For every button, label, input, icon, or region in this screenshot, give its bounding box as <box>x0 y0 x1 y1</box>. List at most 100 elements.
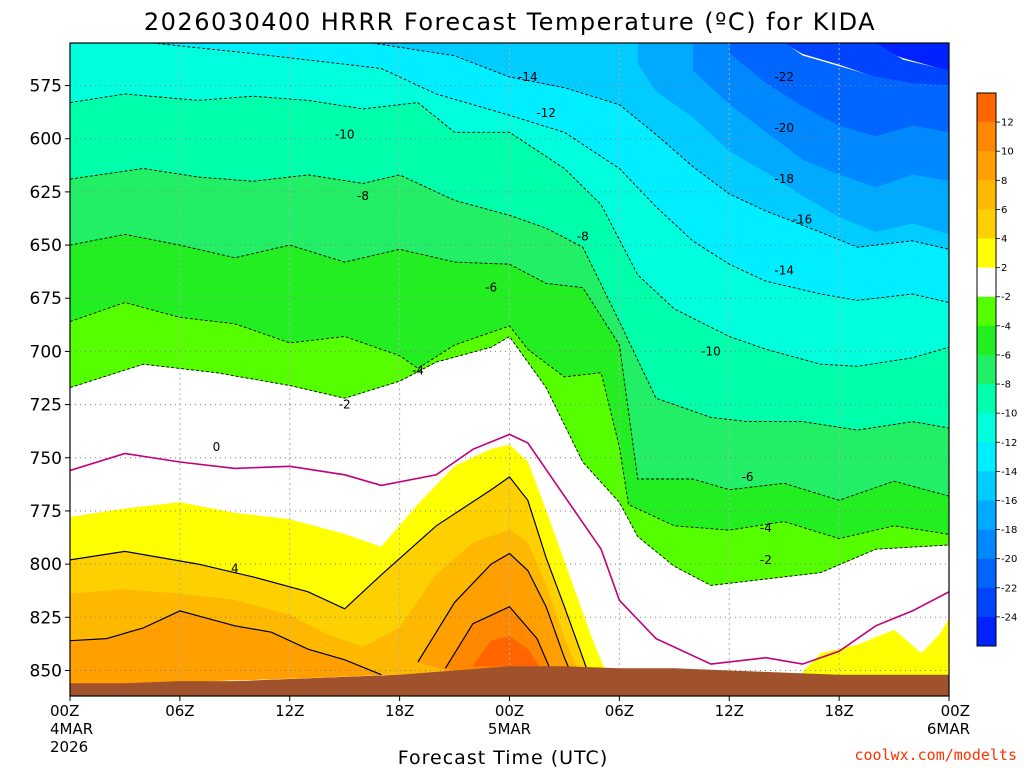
grid-lines <box>70 43 949 696</box>
isotherm--2-6 <box>70 335 949 586</box>
x-tick-6: 06Z <box>165 702 194 720</box>
isotherm--12-1 <box>152 43 949 303</box>
contour-label-0: -22 <box>774 70 794 84</box>
colorbar-tick-3: 6 <box>1001 205 1007 216</box>
colorbar-tick-15: -20 <box>1001 554 1017 565</box>
contour-label-5: -14 <box>518 70 538 84</box>
isotherm--6-4 <box>70 233 949 501</box>
y-tick-725: 725 <box>30 396 62 416</box>
colorbar-tick-10: -10 <box>1001 409 1017 420</box>
colorbar-tick-8: -6 <box>1001 350 1011 361</box>
colorbar-tick-16: -22 <box>1001 583 1017 594</box>
x-tick-date-24: 5MAR <box>488 720 531 738</box>
colorbar-bin--26-to--24 <box>977 616 996 647</box>
chart-title: 2026030400 HRRR Forecast Temperature (ºC… <box>144 8 876 36</box>
contour-labels: -22-20-18-16-14-14-12-10-10-8-8-6-6-4-4-… <box>213 70 813 575</box>
contour-label-16: -2 <box>760 553 772 567</box>
colorbar-tick-12: -14 <box>1001 467 1017 478</box>
colorbar-bin--18-to--16 <box>977 500 996 530</box>
colorbar-bin--20-to--18 <box>977 529 996 559</box>
contour-label-18: 4 <box>231 561 239 575</box>
x-tick-date-48: 6MAR <box>927 720 970 738</box>
contour-label-14: -4 <box>760 521 772 535</box>
colorbar-bin--24-to--22 <box>977 587 996 618</box>
contour-label-2: -18 <box>774 172 794 186</box>
contour-label-17: 0 <box>213 440 221 454</box>
isotherm-contours <box>70 43 949 680</box>
isotherm--14-0 <box>372 43 949 250</box>
x-tick-48: 00Z <box>941 702 970 720</box>
x-tick-year-0: 2026 <box>50 738 88 756</box>
contour-label-13: -4 <box>412 364 424 378</box>
colorbar-tick-5: 2 <box>1001 263 1007 274</box>
x-tick-12: 12Z <box>275 702 304 720</box>
isotherm-10-11 <box>444 605 551 669</box>
x-tick-30: 06Z <box>605 702 634 720</box>
colorbar-tick-2: 8 <box>1001 176 1007 187</box>
y-tick-850: 850 <box>30 661 62 681</box>
x-tick-date-0: 4MAR <box>50 720 93 738</box>
contour-label-12: -6 <box>742 470 754 484</box>
colorbar-tick-6: -2 <box>1001 292 1011 303</box>
y-tick-575: 575 <box>30 77 62 97</box>
contour-label-7: -10 <box>335 127 355 141</box>
y-tick-800: 800 <box>30 555 62 575</box>
colorbar-bin--10-to--8 <box>977 384 996 414</box>
x-tick-24: 00Z <box>495 702 524 720</box>
colorbar-bin--22-to--20 <box>977 558 996 589</box>
contour-label-6: -12 <box>536 106 556 120</box>
x-axis-title: Forecast Time (UTC) <box>398 747 608 768</box>
isotherm-4-8 <box>70 476 591 680</box>
colorbar-bin-12-to-14 <box>977 93 996 123</box>
plot-area: -22-20-18-16-14-14-12-10-10-8-8-6-6-4-4-… <box>70 43 949 696</box>
contour-label-8: -10 <box>701 344 721 358</box>
y-tick-625: 625 <box>30 183 62 203</box>
colorbar-tick-4: 4 <box>1001 234 1007 245</box>
y-tick-825: 825 <box>30 608 62 628</box>
colorbar-bin--16-to--14 <box>977 471 996 501</box>
colorbar-tick-14: -18 <box>1001 525 1017 536</box>
contour-label-10: -8 <box>577 230 589 244</box>
colorbar-tick-13: -16 <box>1001 496 1017 507</box>
isotherm--10-2 <box>70 93 949 367</box>
colorbar-tick-1: 10 <box>1001 147 1014 158</box>
y-tick-750: 750 <box>30 449 62 469</box>
colorbar-bin--12-to--10 <box>977 413 996 443</box>
colorbar-tick-17: -24 <box>1001 612 1017 623</box>
y-tick-700: 700 <box>30 342 62 362</box>
colorbar-tick-0: 12 <box>1001 118 1014 129</box>
isotherm-0-7 <box>70 433 949 665</box>
contour-label-1: -20 <box>774 121 794 135</box>
colorbar-tick-9: -8 <box>1001 380 1011 391</box>
colorbar-bin--4-to--2 <box>977 296 996 327</box>
colorbar-bin-6-to-8 <box>977 180 996 210</box>
colorbar-tick-11: -12 <box>1001 438 1017 449</box>
isotherm-8-10 <box>417 552 571 671</box>
isotherm--4-5 <box>70 302 949 540</box>
colorbar-bin-4-to-6 <box>977 209 996 239</box>
y-axis: 575 600 625 650 675 700 725 750 775 800 825 850 <box>30 77 70 681</box>
y-tick-650: 650 <box>30 236 62 256</box>
colorbar-bin--6-to--4 <box>977 325 996 356</box>
contour-label-3: -16 <box>793 213 813 227</box>
colorbar: 12 10 8 6 4 2 -2 -4 -6 -8 -10 -12 -14 -16 -18 -20 -22 -24 <box>976 92 1017 647</box>
colorbar-bin-8-to-10 <box>977 151 996 181</box>
colorbar-bin-2-to-4 <box>977 238 996 268</box>
x-tick-0: 00Z <box>50 702 79 720</box>
colorbar-frame <box>976 92 997 647</box>
y-tick-600: 600 <box>30 130 62 150</box>
contour-label-9: -8 <box>357 189 369 203</box>
isotherm-8-9 <box>70 610 382 676</box>
contour-label-15: -2 <box>339 398 351 412</box>
y-tick-675: 675 <box>30 289 62 309</box>
terrain <box>70 666 949 696</box>
contour-label-4: -14 <box>774 264 794 278</box>
site-credit: coolwx.com/modelts <box>854 746 1017 764</box>
colorbar-bin--14-to--12 <box>977 442 996 472</box>
colorbar-bin--2-to-2 <box>977 267 996 298</box>
x-tick-36: 12Z <box>715 702 744 720</box>
colorbar-bin-10-to-12 <box>977 122 996 152</box>
x-tick-18: 18Z <box>385 702 414 720</box>
